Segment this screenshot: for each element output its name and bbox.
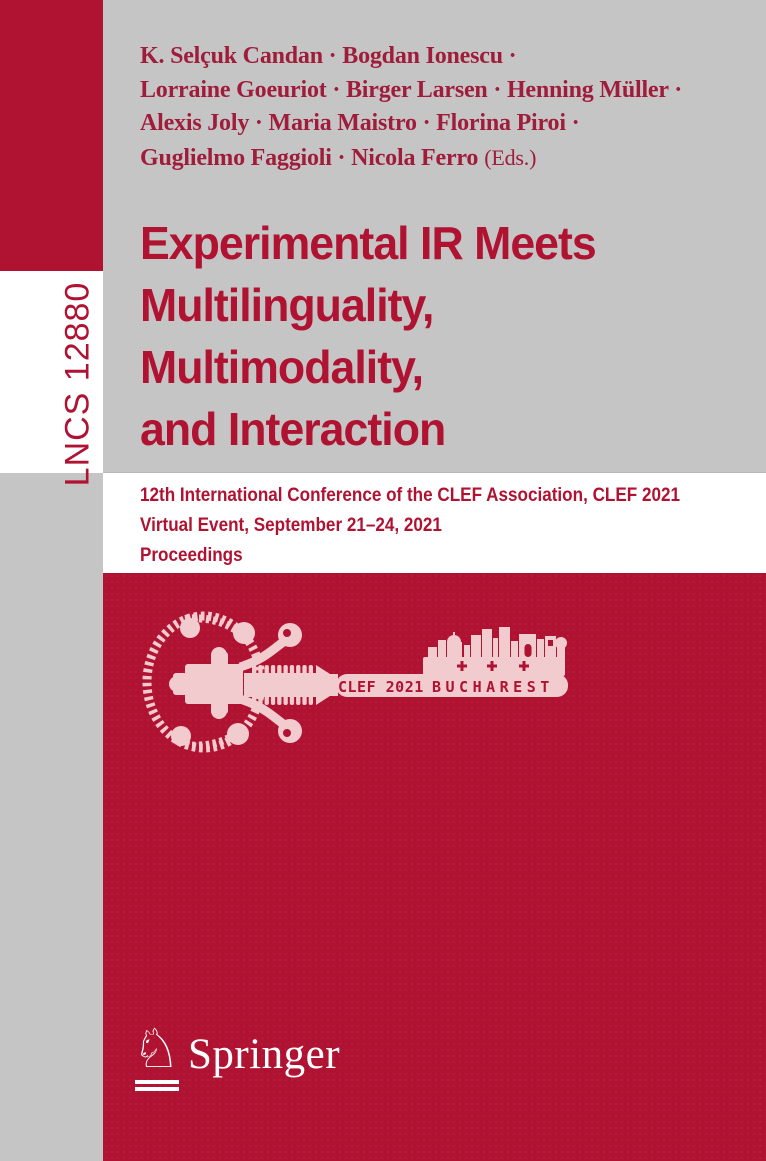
curl-dot [283, 629, 291, 637]
authors-line-text: Guglielmo Faggioli · Nicola Ferro [140, 144, 479, 171]
book-title: Experimental IR Meets Multilinguality, M… [140, 212, 597, 460]
clef-key-illustration: CLEF 2021 BUCHAREST [142, 611, 568, 753]
skyline-cutouts [457, 640, 553, 671]
authors-line: Guglielmo Faggioli · Nicola Ferro (Eds.) [140, 141, 740, 176]
title-line: Multimodality, [140, 341, 424, 393]
authors-line: K. Selçuk Candan · Bogdan Ionescu · [140, 43, 517, 69]
publisher-wordmark: Springer [188, 1031, 341, 1078]
key-label-clef: CLEF 2021 [338, 678, 424, 696]
bucharest-skyline [423, 627, 567, 676]
key-label-bucharest: BUCHAREST [432, 678, 554, 696]
corner-red-block [0, 0, 103, 271]
subtitle-block: 12th International Conference of the CLE… [140, 481, 680, 571]
subtitle-band: 12th International Conference of the CLE… [103, 472, 766, 574]
spine-strip: LNCS 12880 [0, 271, 103, 486]
key-shaft [244, 665, 568, 705]
title-line: Experimental IR Meets [140, 217, 597, 269]
subtitle-line: 12th International Conference of the CLE… [140, 485, 681, 506]
springer-horse-icon: ♘ [132, 1017, 181, 1080]
authors-line: Alexis Joly · Maria Maistro · Florina Pi… [140, 110, 580, 136]
curl-dot [283, 729, 291, 737]
authors-line: Lorraine Goeuriot · Birger Larsen · Henn… [140, 76, 683, 103]
title-line: Multilinguality, [140, 279, 434, 331]
subtitle-line: Proceedings [140, 545, 243, 566]
series-label: LNCS 12880 [58, 281, 97, 487]
title-line: and Interaction [140, 403, 446, 455]
subtitle-line: Virtual Event, September 21–24, 2021 [140, 515, 442, 536]
editors-suffix: (Eds.) [484, 144, 537, 170]
horse-base-bar [135, 1080, 179, 1084]
cover-body: CLEF 2021 BUCHAREST ♘ Springer [103, 573, 766, 1161]
authors-block: K. Selçuk Candan · Bogdan Ionescu · Lorr… [140, 40, 740, 175]
horse-base-bar [135, 1087, 179, 1091]
